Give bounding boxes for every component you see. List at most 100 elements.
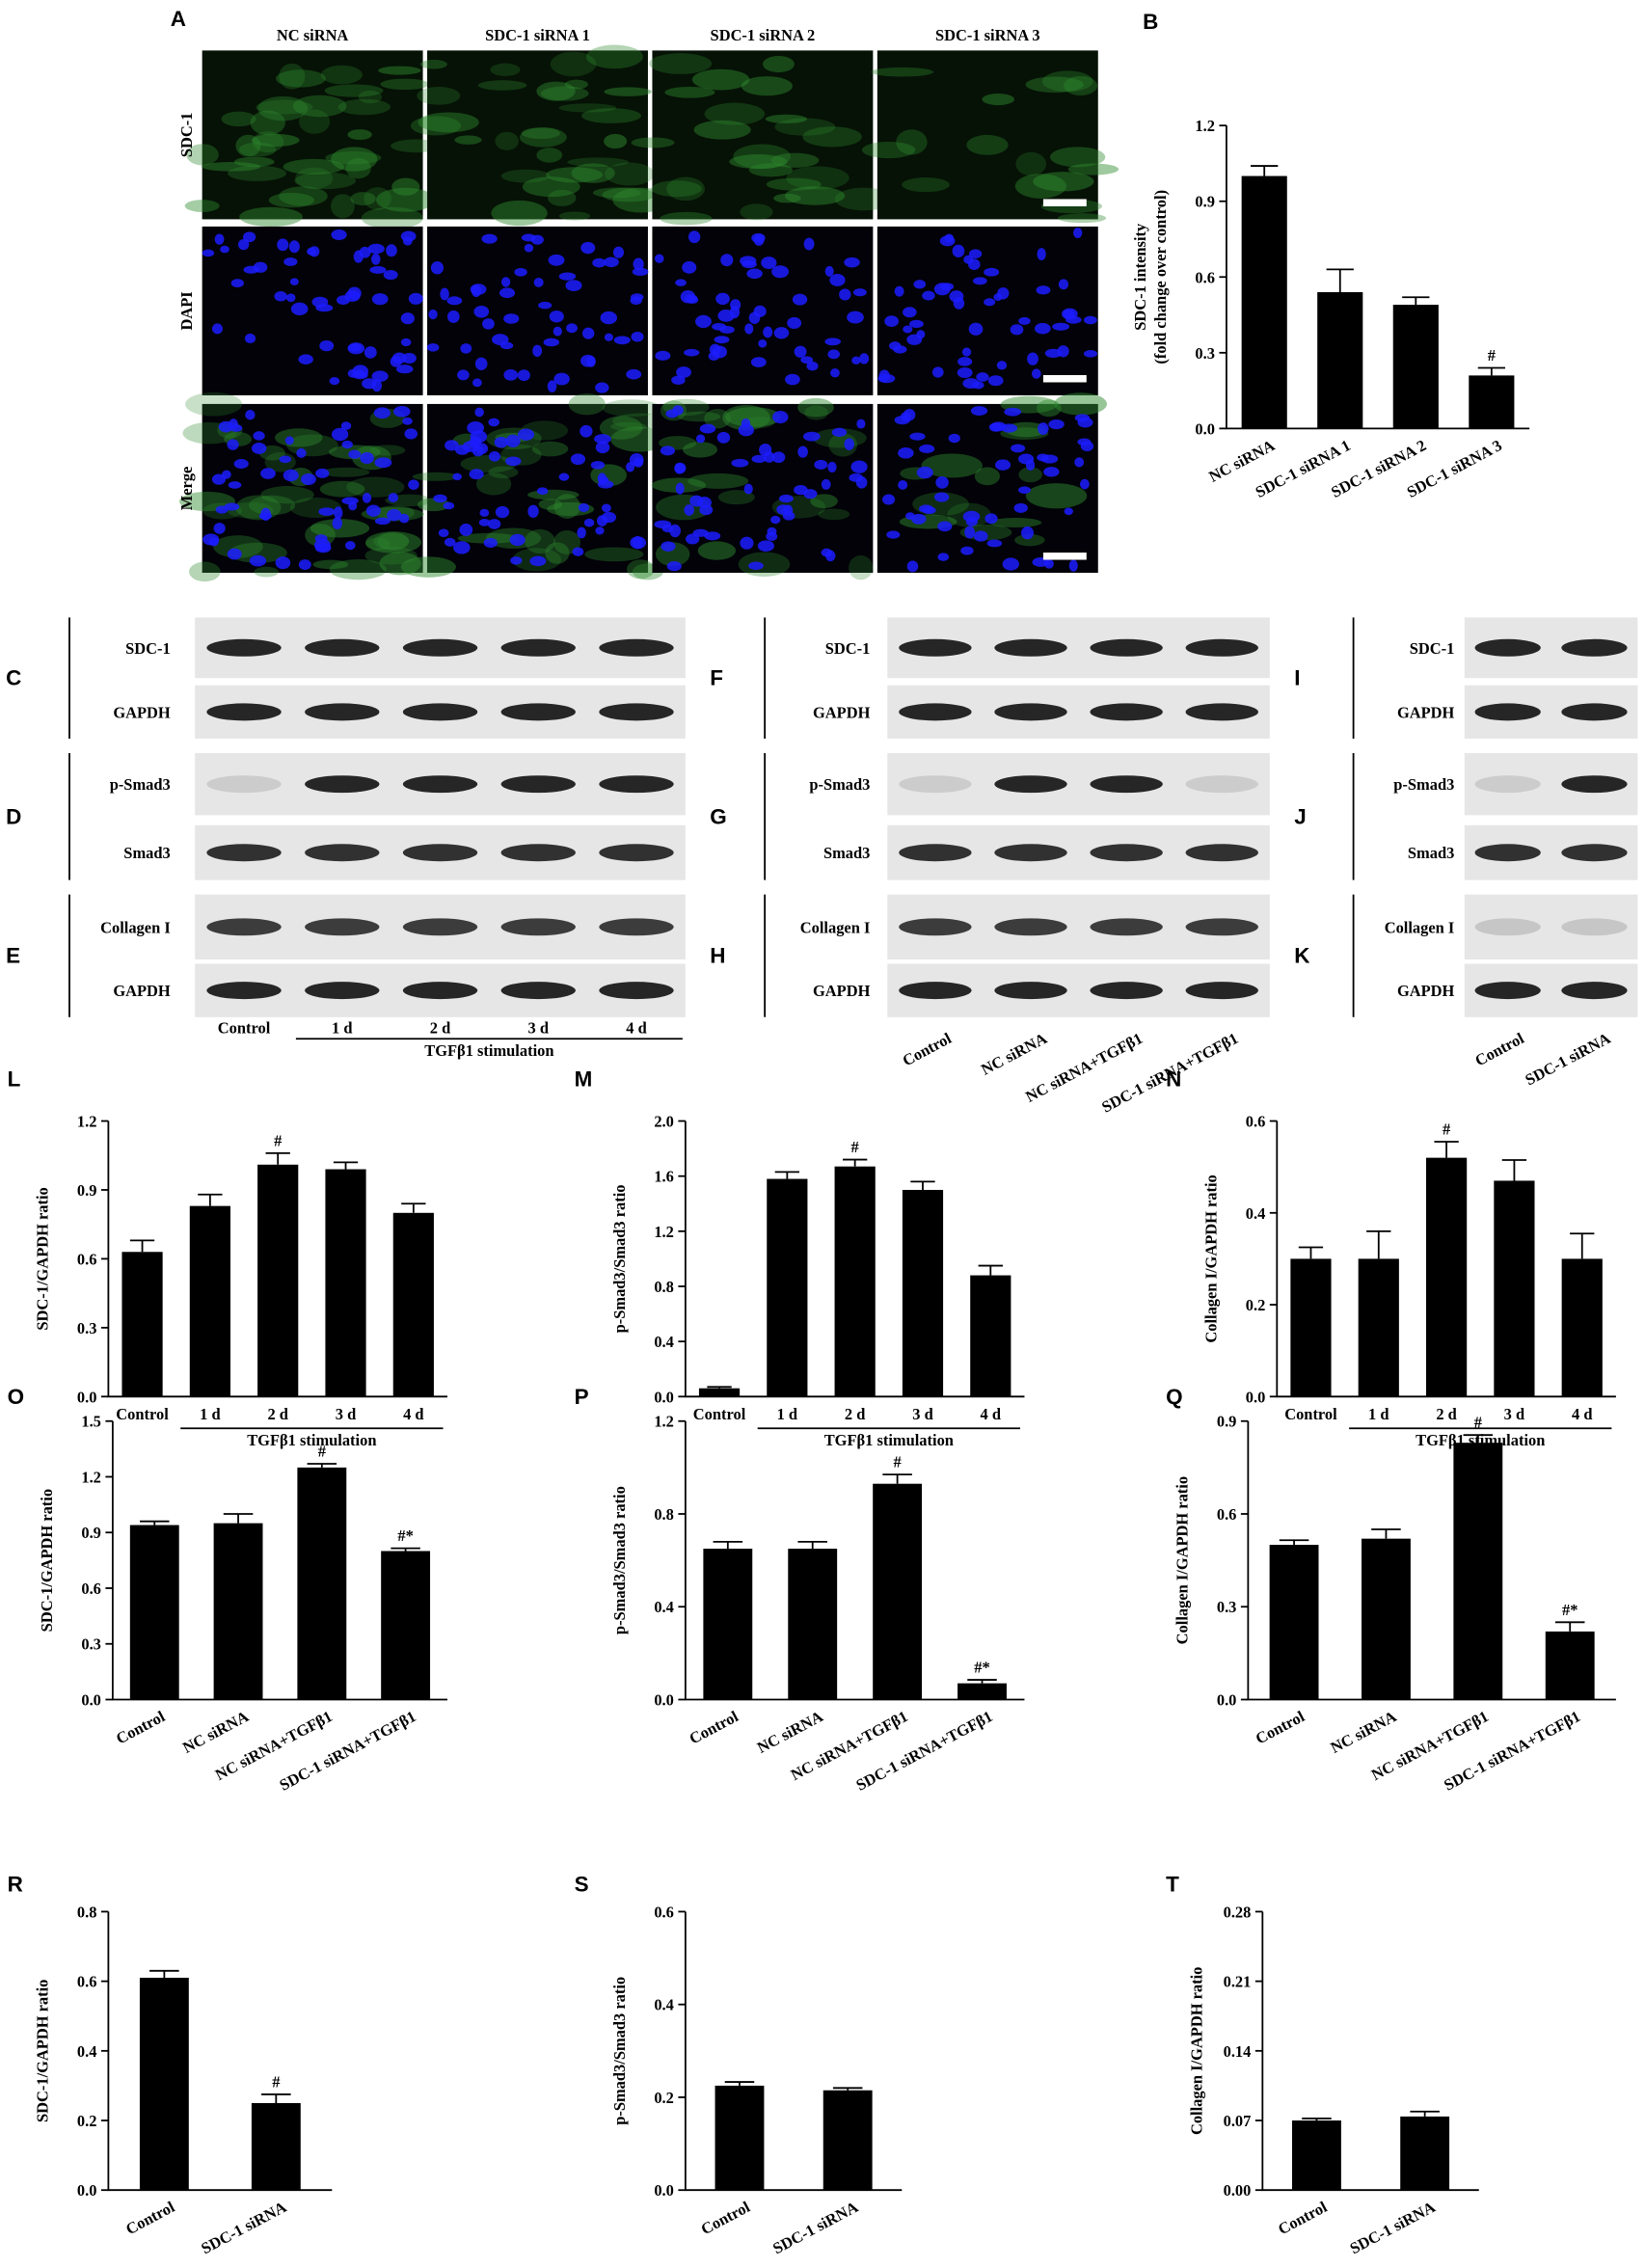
- nucleus: [922, 506, 936, 515]
- nucleus: [785, 373, 800, 386]
- panel-letter: L: [8, 1067, 21, 1092]
- green-signal: [522, 176, 580, 198]
- y-tick-label: 0.3: [77, 1319, 97, 1337]
- green-signal: [201, 161, 261, 172]
- blot-row-label: Smad3: [1408, 844, 1454, 862]
- y-tick-label: 2.0: [654, 1113, 674, 1131]
- green-signal: [490, 63, 521, 76]
- nucleus: [919, 444, 935, 453]
- panel-letter: R: [8, 1872, 23, 1896]
- nucleus: [473, 305, 490, 318]
- blot-row-label: p-Smad3: [809, 775, 870, 794]
- nucleus: [329, 376, 340, 386]
- nucleus: [517, 369, 530, 382]
- green-signal: [1025, 483, 1088, 509]
- green-signal: [364, 546, 418, 565]
- nucleus: [566, 323, 578, 334]
- nucleus: [957, 357, 973, 366]
- panel-letter: B: [1143, 10, 1158, 34]
- lane-label: 2 d: [430, 1018, 450, 1037]
- y-tick-label: 0.8: [654, 1505, 674, 1524]
- nucleus: [968, 322, 984, 336]
- error-bar: [401, 1202, 426, 1213]
- nucleus: [460, 343, 472, 354]
- nucleus: [731, 458, 749, 468]
- nucleus: [387, 508, 402, 522]
- nucleus: [341, 497, 359, 505]
- green-signal: [1058, 213, 1107, 224]
- nucleus: [283, 257, 298, 266]
- nucleus: [447, 310, 460, 323]
- green-signal: [531, 441, 569, 457]
- panel-letter: C: [6, 666, 21, 690]
- x-tick-label: Control: [693, 1405, 746, 1423]
- nucleus: [313, 538, 332, 552]
- x-tick-label: Control: [1253, 1707, 1308, 1748]
- green-signal: [896, 129, 928, 155]
- nucleus: [275, 556, 291, 570]
- micrograph: [427, 50, 648, 220]
- nucleus: [590, 461, 606, 470]
- nucleus: [797, 446, 808, 458]
- nucleus: [753, 234, 765, 246]
- x-tick-label: NC siRNA: [1328, 1707, 1400, 1757]
- nucleus: [402, 236, 413, 246]
- nucleus: [909, 432, 926, 441]
- blot-row-label: Collagen I: [100, 918, 171, 936]
- nucleus: [948, 433, 960, 444]
- green-signal: [704, 102, 766, 125]
- significance-mark: #*: [1562, 1601, 1578, 1619]
- x-tick-label: 3 d: [1504, 1405, 1524, 1423]
- green-signal: [1015, 151, 1046, 176]
- nucleus: [1011, 444, 1026, 453]
- nucleus: [684, 504, 694, 516]
- nucleus: [720, 254, 734, 267]
- nucleus: [633, 257, 644, 271]
- nucleus: [237, 238, 250, 251]
- nucleus: [289, 278, 299, 285]
- nucleus: [630, 296, 642, 306]
- green-signal: [691, 68, 750, 91]
- y-tick-label: 0.0: [1246, 1388, 1266, 1406]
- band: [599, 982, 674, 1000]
- column-label: SDC-1 siRNA 3: [935, 26, 1040, 44]
- green-signal: [558, 103, 617, 113]
- column-label: NC siRNA: [277, 26, 349, 44]
- green-signal: [688, 472, 749, 489]
- green-signal: [347, 129, 372, 141]
- green-signal: [770, 152, 820, 168]
- nucleus: [332, 517, 342, 530]
- band: [599, 918, 674, 936]
- nucleus: [987, 375, 1004, 387]
- nucleus: [577, 526, 586, 539]
- nucleus: [373, 407, 391, 419]
- green-signal: [295, 167, 334, 190]
- nucleus: [1044, 348, 1063, 359]
- nucleus: [470, 430, 488, 444]
- nucleus: [214, 233, 225, 245]
- band: [599, 638, 674, 657]
- panel-letter: P: [575, 1385, 589, 1409]
- blot: [887, 753, 1270, 816]
- nucleus: [202, 249, 215, 257]
- nucleus: [1034, 322, 1051, 335]
- band: [1090, 918, 1163, 936]
- nucleus: [856, 418, 866, 429]
- nucleus: [426, 343, 440, 352]
- green-signal: [289, 497, 341, 519]
- green-signal: [320, 467, 370, 477]
- error-bar: [140, 1520, 170, 1526]
- y-tick-label: 0.4: [77, 2042, 97, 2061]
- green-signal: [536, 81, 576, 101]
- nucleus: [347, 286, 362, 300]
- band: [599, 844, 674, 862]
- y-tick-label: 0.4: [654, 1598, 674, 1616]
- nucleus: [984, 513, 998, 525]
- band: [1090, 638, 1163, 657]
- nucleus: [428, 309, 438, 320]
- nucleus: [529, 555, 547, 567]
- green-signal: [849, 554, 874, 580]
- nucleus: [298, 354, 313, 364]
- panel-letter: K: [1294, 944, 1309, 968]
- nucleus: [613, 336, 631, 345]
